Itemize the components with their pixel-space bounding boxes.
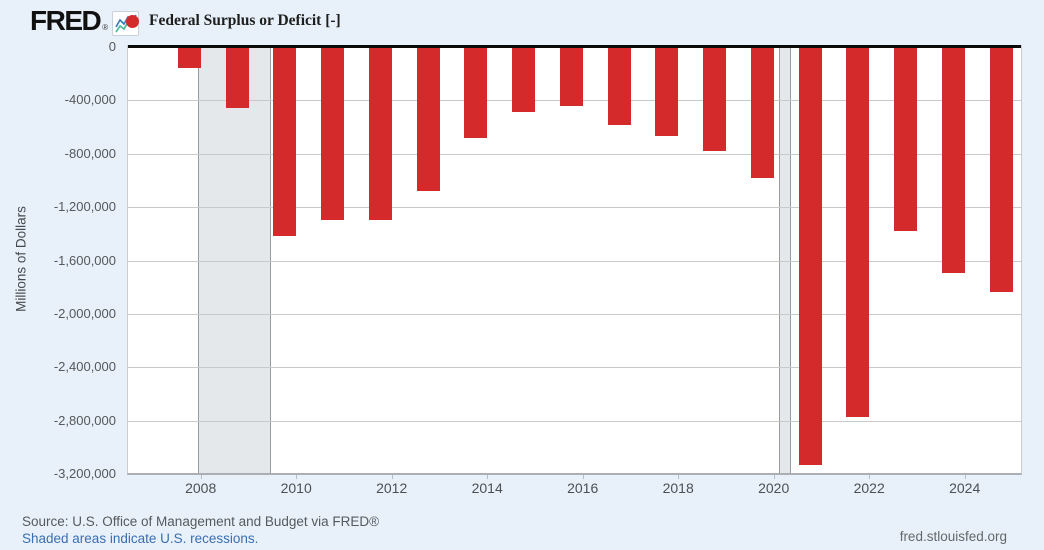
x-tick-mark	[582, 475, 584, 479]
bar-2019[interactable]	[750, 47, 774, 179]
gridline	[128, 420, 1021, 422]
legend-marker-icon	[126, 14, 139, 28]
x-tick-mark	[869, 475, 871, 479]
bar-2010[interactable]	[321, 47, 345, 220]
x-tick-mark	[487, 475, 489, 479]
bar-2009[interactable]	[273, 47, 297, 236]
bar-2008[interactable]	[225, 47, 249, 109]
legend-item[interactable]: Federal Surplus or Deficit [-]	[126, 12, 341, 30]
y-tick-label: -2,800,000	[53, 412, 116, 428]
zero-axis-line	[128, 45, 1021, 48]
bar-2007[interactable]	[177, 47, 201, 69]
x-tick-label: 2018	[662, 480, 694, 496]
y-tick-label: -400,000	[64, 92, 116, 108]
recession-band	[778, 45, 791, 473]
bar-2015[interactable]	[559, 47, 583, 106]
x-tick-mark	[200, 475, 202, 479]
x-tick-mark	[773, 475, 775, 479]
bar-2021[interactable]	[846, 47, 870, 418]
legend-label: Federal Surplus or Deficit [-]	[149, 12, 341, 29]
gridline	[128, 367, 1021, 369]
x-tick-label: 2022	[853, 480, 885, 496]
x-tick-label: 2016	[567, 480, 599, 496]
y-tick-label: 0	[108, 39, 116, 54]
y-tick-label: -2,000,000	[53, 305, 116, 321]
registered-mark: ®	[102, 23, 109, 32]
source-text: Source: U.S. Office of Management and Bu…	[22, 514, 380, 529]
bar-2011[interactable]	[368, 47, 392, 221]
chart-header: FRED ® Federal Surplus or Deficit [-]	[0, 0, 1044, 44]
x-tick-label: 2020	[758, 480, 790, 496]
fred-site-link[interactable]: fred.stlouisfed.org	[899, 529, 1007, 544]
bar-2022[interactable]	[894, 47, 917, 231]
gridline	[128, 260, 1021, 262]
x-tick-mark	[964, 475, 966, 479]
bar-2012[interactable]	[416, 47, 440, 191]
y-tick-label: -3,200,000	[53, 466, 116, 481]
recession-band	[197, 45, 272, 473]
x-tick-mark	[296, 475, 298, 479]
fred-logo-text: FRED	[30, 5, 102, 36]
bar-2024[interactable]	[989, 47, 1013, 292]
recession-note-link[interactable]: Shaded areas indicate U.S. recessions.	[22, 531, 259, 546]
x-tick-label: 2008	[185, 480, 217, 496]
fred-logo[interactable]: FRED ®	[30, 5, 140, 36]
plot-area	[127, 45, 1022, 475]
x-tick-label: 2024	[949, 480, 981, 496]
x-tick-label: 2010	[280, 480, 312, 496]
x-tick-label: 2014	[471, 480, 503, 496]
gridline	[128, 207, 1021, 209]
x-tick-mark	[678, 475, 680, 479]
y-tick-label: -1,600,000	[53, 252, 116, 268]
y-tick-label: -1,200,000	[53, 199, 116, 215]
chart-footer: Source: U.S. Office of Management and Bu…	[22, 514, 379, 548]
gridline	[128, 313, 1021, 315]
bar-2014[interactable]	[512, 47, 536, 112]
bar-2017[interactable]	[655, 47, 679, 136]
bar-2020[interactable]	[798, 47, 822, 465]
gridline	[128, 153, 1021, 155]
bar-2023[interactable]	[941, 47, 965, 274]
bar-2016[interactable]	[607, 47, 631, 125]
bar-2018[interactable]	[703, 47, 726, 151]
bar-2013[interactable]	[464, 47, 488, 138]
y-tick-label: -800,000	[64, 145, 116, 161]
y-tick-label: -2,400,000	[53, 359, 116, 375]
x-tick-label: 2012	[376, 480, 408, 496]
x-tick-mark	[391, 475, 393, 479]
